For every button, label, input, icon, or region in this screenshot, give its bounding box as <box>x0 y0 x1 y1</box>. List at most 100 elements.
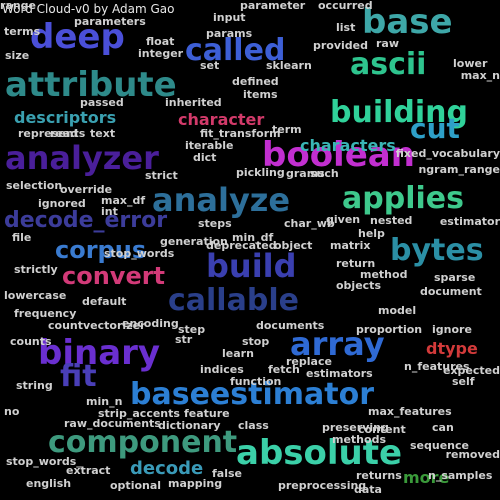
cloud-word: baseestimator <box>130 377 374 412</box>
cloud-word: grams <box>286 167 325 180</box>
cloud-word: counts <box>10 335 52 348</box>
cloud-word: feature <box>184 407 230 420</box>
cloud-word: data <box>354 483 382 496</box>
cloud-word: matrix <box>330 239 371 252</box>
cloud-word: applies <box>342 181 464 216</box>
cloud-word: fit_transform <box>200 127 281 140</box>
cloud-word: ignored <box>38 197 86 210</box>
cloud-word: passed <box>80 96 124 109</box>
cloud-word: learn <box>222 347 254 360</box>
cloud-word: n_features <box>404 360 470 373</box>
cloud-word: ignore <box>432 323 472 336</box>
cloud-word: term <box>272 123 302 136</box>
cloud-word: documents <box>256 319 325 332</box>
cloud-word: min_n <box>86 395 123 408</box>
cloud-word: step <box>178 323 206 336</box>
cloud-word: string <box>16 379 53 392</box>
cloud-word: stop <box>242 335 270 348</box>
cloud-title: Word Cloud-v0 by Adam Gao <box>2 2 175 16</box>
cloud-word: indices <box>200 363 244 376</box>
cloud-word: methods <box>332 433 386 446</box>
cloud-word: sequence <box>410 439 469 452</box>
cloud-word: character <box>178 110 265 129</box>
cloud-word: ascii <box>350 47 427 82</box>
cloud-word: base <box>362 2 453 42</box>
cloud-word: integer <box>138 47 184 60</box>
cloud-word: inherited <box>165 96 222 109</box>
cloud-word: sparse <box>434 271 476 284</box>
cloud-word: estimators <box>306 367 373 380</box>
cloud-word: defined <box>232 75 279 88</box>
cloud-word: build <box>206 247 297 285</box>
cloud-word: estimator <box>439 215 500 228</box>
cloud-word: content <box>358 423 406 436</box>
cloud-word: corpus <box>55 236 147 264</box>
cloud-word: decode_error <box>4 208 168 233</box>
cloud-word: dict <box>193 151 217 164</box>
cloud-word: analyze <box>152 181 291 219</box>
cloud-word: object <box>274 239 313 252</box>
cloud-word: max_df <box>101 194 146 207</box>
cloud-word: expected <box>442 364 500 377</box>
cloud-word: descriptors <box>14 108 117 127</box>
cloud-word: char_wb <box>284 217 335 230</box>
cloud-word: items <box>243 88 278 101</box>
cloud-word: strict <box>145 169 178 182</box>
cloud-word: countvectorizer <box>48 319 146 332</box>
cloud-word: ngram_range <box>418 163 500 176</box>
cloud-word: lower <box>453 57 488 70</box>
cloud-word: building <box>330 95 468 130</box>
cloud-word: provided <box>313 39 369 52</box>
cloud-word: boolean <box>262 135 415 175</box>
cloud-word: such <box>310 167 339 180</box>
cloud-word: function <box>230 375 282 388</box>
cloud-word: max_n <box>460 69 500 82</box>
cloud-word: fetch <box>268 363 300 376</box>
cloud-word: callable <box>168 283 299 318</box>
cloud-word: strictly <box>14 263 58 276</box>
cloud-word: fixed_vocabulary <box>395 147 500 160</box>
cloud-word: override <box>60 183 113 196</box>
cloud-word: represents <box>18 127 86 140</box>
cloud-word: binary <box>38 333 161 373</box>
cloud-word: min_df <box>232 231 274 244</box>
cloud-word: n_samples <box>428 469 493 482</box>
cloud-word: deep <box>30 17 125 57</box>
cloud-word: return <box>336 257 376 270</box>
cloud-word: raw_documents <box>64 417 161 430</box>
cloud-word: size <box>5 49 30 62</box>
cloud-word: stop_words_ <box>6 455 82 468</box>
cloud-word: decode <box>130 458 204 479</box>
cloud-word: document <box>420 285 482 298</box>
cloud-word: float <box>146 35 175 48</box>
cloud-word: range <box>0 0 37 12</box>
cloud-word: input <box>213 11 246 24</box>
cloud-word: file <box>12 231 32 244</box>
cloud-word: cut <box>410 112 460 145</box>
cloud-word: help <box>358 227 385 240</box>
cloud-word: mapping <box>168 477 223 490</box>
cloud-word: parameter <box>240 0 306 12</box>
cloud-word: more <box>403 468 450 487</box>
cloud-word: method <box>360 268 408 281</box>
cloud-word: default <box>82 295 127 308</box>
cloud-word: lowercase <box>4 289 67 302</box>
cloud-word: nested <box>370 214 413 227</box>
cloud-word: list <box>336 21 356 34</box>
cloud-word: english <box>26 477 72 490</box>
cloud-word: selection <box>6 179 63 192</box>
cloud-word: objects <box>336 279 381 292</box>
cloud-word: component <box>48 425 238 460</box>
cloud-word: analyzer <box>5 139 159 177</box>
cloud-word: iterable <box>185 139 234 152</box>
cloud-word: attribute <box>5 65 177 105</box>
cloud-word: extract <box>66 464 111 477</box>
cloud-word: absolute <box>236 433 403 473</box>
cloud-word: convert <box>62 262 166 290</box>
cloud-word: preprocessing <box>278 479 367 492</box>
cloud-word: dictionary <box>158 419 221 432</box>
cloud-word: stop_words <box>104 247 175 260</box>
cloud-word: dtype <box>426 339 478 358</box>
cloud-word: self <box>452 375 475 388</box>
